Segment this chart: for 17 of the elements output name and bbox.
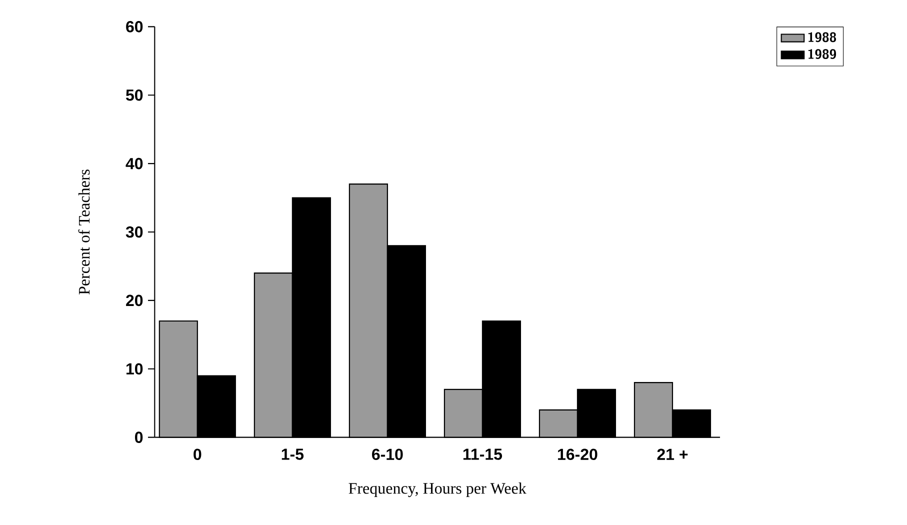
y-tick-label: 50 (126, 89, 143, 101)
y-tick-label: 10 (126, 363, 143, 375)
legend-label: 1989 (808, 49, 836, 59)
x-axis-title: Frequency, Hours per Week (348, 482, 526, 498)
x-tick-label: 16-20 (558, 448, 598, 460)
x-tick-label: 21 + (657, 448, 688, 460)
y-tick-label: 20 (126, 294, 143, 306)
y-tick-label: 30 (126, 226, 143, 238)
x-tick-label: 0 (194, 448, 202, 460)
x-tick-label: 1-5 (282, 448, 304, 460)
y-tick-label: 40 (126, 158, 143, 170)
y-tick-label: 60 (126, 21, 143, 32)
x-tick-label: 6-10 (372, 448, 403, 460)
legend-label: 1988 (808, 32, 836, 42)
x-tick-label: 11-15 (463, 448, 502, 460)
y-axis-title: Percent of Teachers (78, 170, 90, 295)
y-tick-label: 0 (135, 432, 143, 443)
